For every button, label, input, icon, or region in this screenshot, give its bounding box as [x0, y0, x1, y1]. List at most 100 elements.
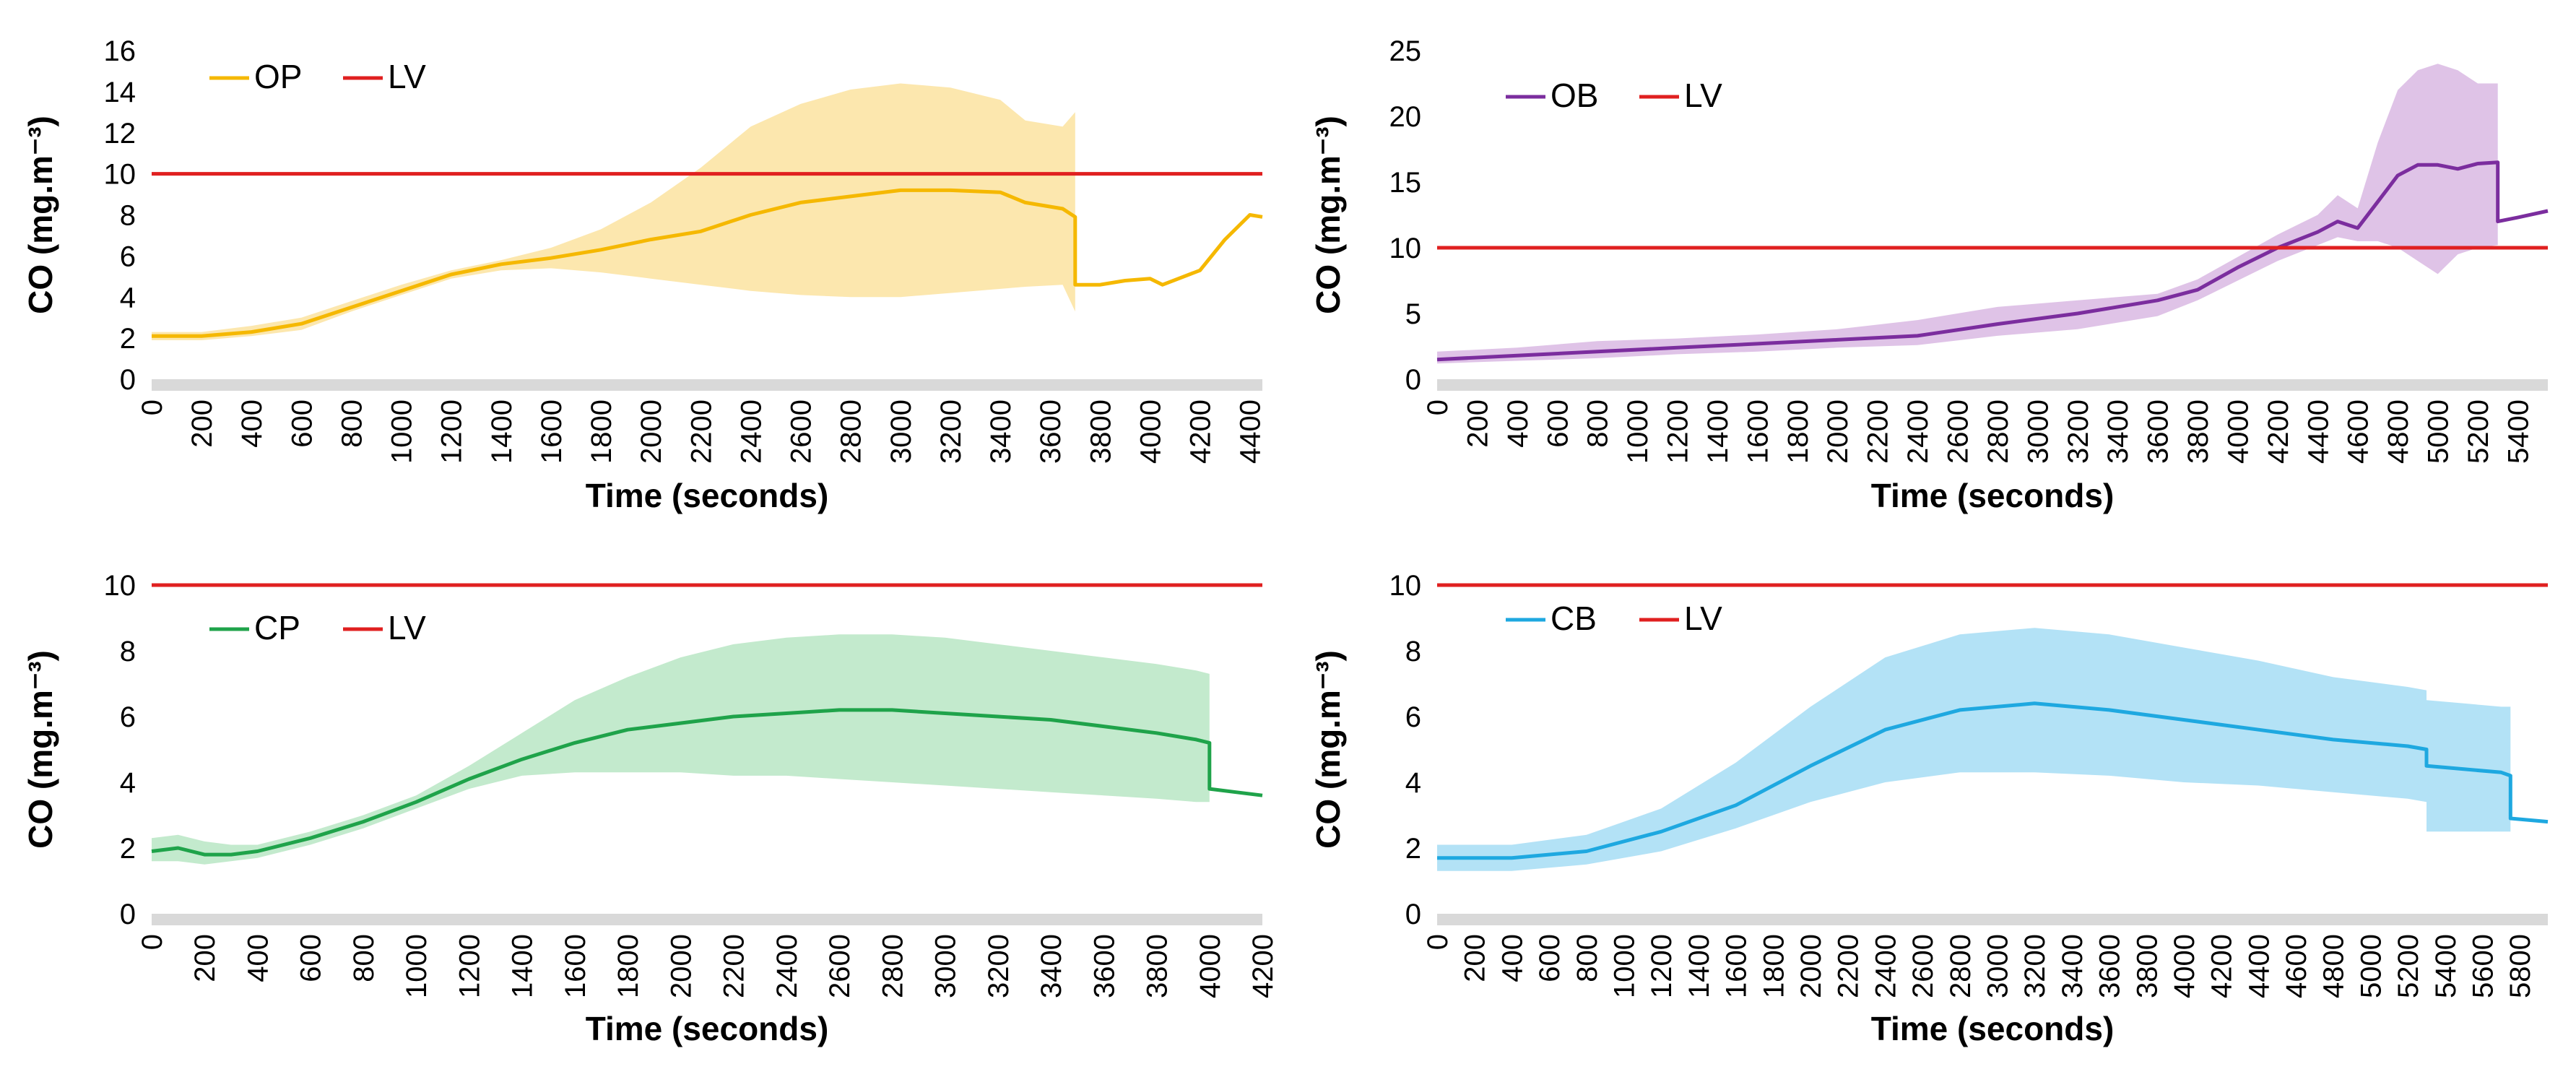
- y-tick-label: 0: [120, 364, 136, 396]
- y-axis-title: CO (mg.m⁻³): [1309, 116, 1347, 314]
- x-tick-label: 4200: [1185, 399, 1217, 464]
- y-tick-label: 6: [120, 241, 136, 272]
- x-tick-label: 2000: [665, 934, 697, 998]
- x-axis-band: [1437, 914, 2548, 925]
- x-tick-label: 4200: [1247, 934, 1279, 998]
- x-tick-label: 2400: [771, 934, 803, 998]
- x-tick-label: 200: [186, 399, 218, 448]
- x-axis-band: [1437, 379, 2548, 391]
- x-tick-label: 2400: [1870, 934, 1901, 998]
- x-tick-label: 200: [1462, 399, 1493, 448]
- x-tick-label: 400: [236, 399, 268, 448]
- x-tick-label: 1200: [1646, 934, 1678, 998]
- x-axis-band: [152, 379, 1262, 391]
- x-tick-label: 800: [1571, 934, 1603, 982]
- x-tick-label: 4400: [2243, 934, 2275, 998]
- y-tick-label: 10: [1389, 570, 1422, 602]
- x-tick-label: 5600: [2468, 934, 2499, 998]
- x-tick-label: 4600: [2281, 934, 2312, 998]
- x-tick-label: 3400: [985, 399, 1017, 464]
- x-tick-label: 3800: [1085, 399, 1116, 464]
- x-tick-label: 1200: [1662, 399, 1694, 464]
- x-tick-label: 600: [286, 399, 318, 448]
- x-tick-label: 1400: [1683, 934, 1715, 998]
- x-tick-label: 600: [1534, 934, 1566, 982]
- x-tick-label: 4800: [2382, 399, 2414, 464]
- x-tick-label: 2200: [1833, 934, 1865, 998]
- x-tick-label: 5800: [2505, 934, 2536, 998]
- x-tick-label: 1800: [1758, 934, 1790, 998]
- x-tick-label: 3800: [2131, 934, 2163, 998]
- chart-panel-cb: 0 2 4 6 8 10 0 200 400 600 800 1000 1200 1400 1600 1800…: [1309, 570, 2549, 1047]
- legend-label-ob: OB: [1551, 77, 1598, 114]
- x-tick-label: 1400: [507, 934, 539, 998]
- x-tick-label: 1000: [401, 934, 433, 998]
- x-tick-label: 400: [243, 934, 274, 982]
- x-tick-label: 3600: [1035, 399, 1067, 464]
- legend: CB LV: [1506, 600, 1722, 637]
- y-tick-label: 5: [1405, 298, 1421, 330]
- legend-label-lv: LV: [1684, 77, 1722, 114]
- y-tick-label: 10: [1389, 233, 1422, 264]
- x-tick-label: 1600: [1721, 934, 1753, 998]
- series-line-ob: [1436, 160, 2549, 362]
- y-tick-label: 4: [1405, 767, 1421, 799]
- x-tick-label: 4400: [1235, 399, 1267, 464]
- y-tick-label: 6: [1405, 701, 1421, 733]
- x-axis-title: Time (seconds): [1871, 477, 2115, 514]
- x-tick-label: 5400: [2430, 934, 2462, 998]
- legend-label-lv: LV: [1684, 600, 1722, 637]
- x-tick-label: 2800: [1945, 934, 1977, 998]
- y-tick-label: 8: [1405, 636, 1421, 667]
- x-tick-label: 2200: [1862, 399, 1894, 464]
- legend-label-lv: LV: [388, 609, 426, 646]
- x-tick-label: 400: [1496, 934, 1528, 982]
- y-tick-label: 8: [120, 200, 136, 232]
- x-tick-label: 400: [1502, 399, 1534, 448]
- x-tick-label: 1000: [1609, 934, 1641, 998]
- x-tick-label: 0: [1422, 934, 1454, 950]
- y-axis-title: CO (mg.m⁻³): [1309, 650, 1347, 849]
- x-tick-label: 2200: [719, 934, 750, 998]
- x-tick-label: 3200: [935, 399, 967, 464]
- x-tick-label: 4600: [2343, 399, 2375, 464]
- x-tick-label: 800: [1582, 399, 1614, 448]
- series-line-cb: [1437, 701, 2549, 860]
- y-tick-label: 10: [104, 159, 136, 191]
- y-tick-label: 4: [120, 767, 136, 799]
- legend-label-cb: CB: [1551, 600, 1597, 637]
- x-tick-label: 3000: [1982, 934, 2014, 998]
- y-tick-label: 15: [1389, 167, 1422, 199]
- x-tick-label: 3600: [2094, 934, 2126, 998]
- x-tick-label: 2600: [824, 934, 856, 998]
- x-tick-label: 3000: [930, 934, 962, 998]
- x-tick-label: 1800: [612, 934, 644, 998]
- x-tick-label: 3000: [885, 399, 917, 464]
- x-axis-band: [152, 914, 1262, 925]
- x-tick-label: 1400: [1702, 399, 1734, 464]
- legend: OP LV: [209, 58, 426, 95]
- x-tick-label: 0: [136, 934, 168, 950]
- x-tick-label: 3200: [2063, 399, 2094, 464]
- x-tick-label: 0: [1422, 399, 1454, 415]
- x-tick-label: 1000: [1622, 399, 1654, 464]
- x-tick-label: 1600: [536, 399, 568, 464]
- x-tick-label: 200: [1460, 934, 1491, 982]
- x-tick-label: 1400: [486, 399, 518, 464]
- x-tick-label: 2400: [736, 399, 768, 464]
- legend-label-lv: LV: [388, 58, 426, 95]
- x-tick-label: 2000: [636, 399, 667, 464]
- x-tick-label: 2600: [1943, 399, 1974, 464]
- x-tick-label: 3600: [2143, 399, 2174, 464]
- legend: CP LV: [209, 609, 426, 646]
- x-tick-label: 200: [189, 934, 221, 982]
- y-tick-label: 8: [120, 636, 136, 667]
- x-tick-label: 1600: [560, 934, 591, 998]
- x-tick-label: 2400: [1902, 399, 1934, 464]
- x-tick-label: 4200: [2206, 934, 2238, 998]
- x-tick-label: 0: [136, 399, 168, 415]
- x-tick-label: 600: [295, 934, 327, 982]
- x-tick-label: 2800: [836, 399, 867, 464]
- x-tick-label: 600: [1542, 399, 1574, 448]
